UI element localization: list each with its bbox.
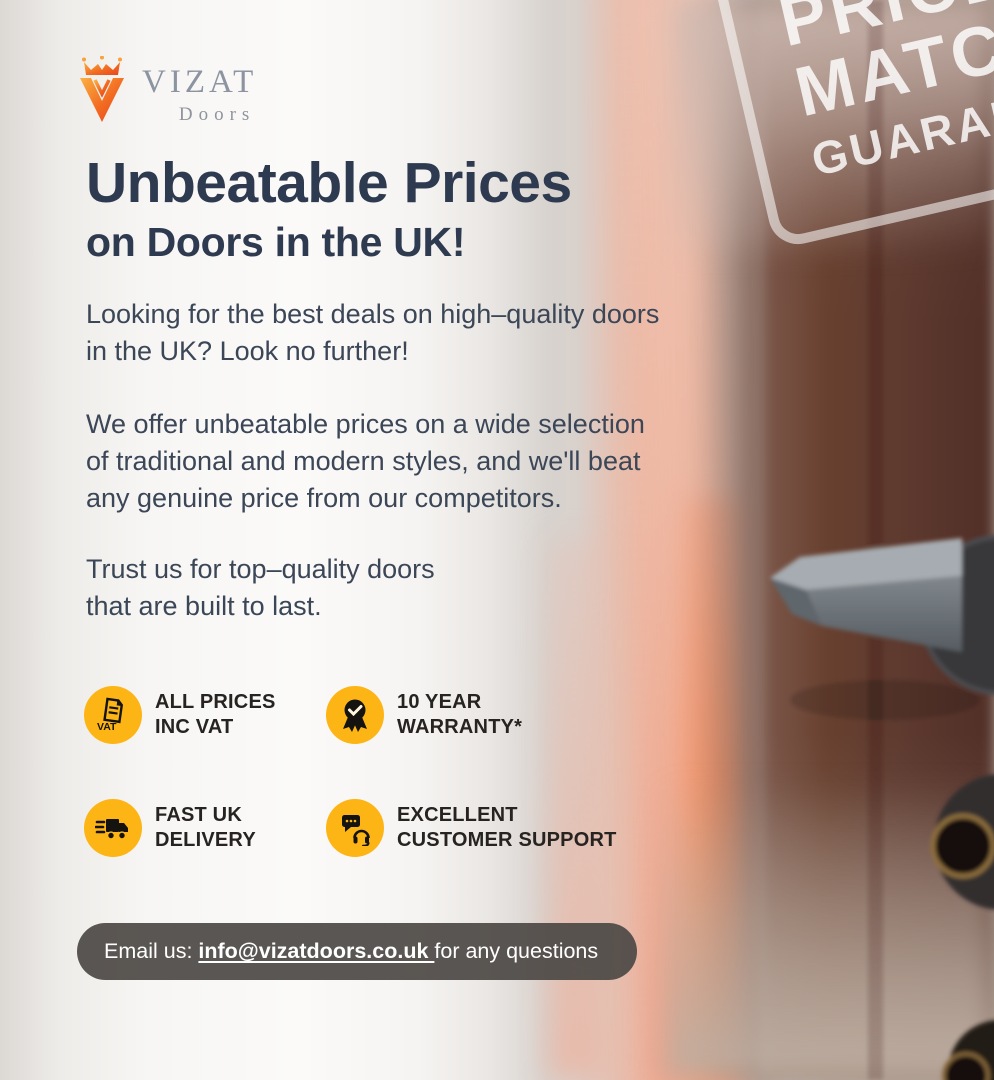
feature-badge <box>326 686 384 744</box>
lock-cylinder <box>930 813 994 879</box>
feature-10-year-warranty: 10 YEAR WARRANTY* <box>326 686 522 744</box>
vizat-crown-v-logo-icon <box>80 56 124 122</box>
paragraph-intro: Looking for the best deals on high–quali… <box>86 299 660 366</box>
contact-suffix: for any questions <box>434 939 599 963</box>
feature-label: FAST UK DELIVERY <box>155 804 256 851</box>
headline-line2: on Doors in the UK! <box>86 219 466 265</box>
feature-label: EXCELLENT CUSTOMER SUPPORT <box>397 804 617 851</box>
feature-label: 10 YEAR WARRANTY* <box>397 691 523 738</box>
logo-text: VIZAT Doors <box>142 64 257 126</box>
handle-lever-top <box>770 538 962 590</box>
door-top-highlight <box>674 0 994 250</box>
feature-badge: VAT <box>84 686 142 744</box>
logo-brand-name: VIZAT <box>142 64 258 100</box>
feature-badge <box>326 799 384 857</box>
background-pink-stripe-left <box>548 540 600 1080</box>
contact-bar: Email us: info@vizatdoors.co.uk for any … <box>77 923 637 980</box>
headline-line1: Unbeatable Prices <box>86 151 572 215</box>
contact-email-link[interactable]: info@vizatdoors.co.uk <box>198 939 435 963</box>
paragraph-trust: Trust us for top–quality doors that are … <box>86 554 435 621</box>
headline: Unbeatable Prices on Doors in the UK! <box>86 152 572 266</box>
feature-all-prices-inc-vat: VAT ALL PRICES INC VAT <box>84 686 276 744</box>
feature-fast-uk-delivery: FAST UK DELIVERY <box>84 799 256 857</box>
warranty-medal-icon <box>343 699 367 732</box>
feature-badge <box>84 799 142 857</box>
delivery-truck-icon <box>95 819 128 840</box>
vizat-logo: VIZAT Doors <box>72 56 257 126</box>
vat-icon-text: VAT <box>97 721 117 733</box>
handle-lever-tip <box>770 578 822 626</box>
customer-support-headset-icon <box>342 815 370 846</box>
handle-lever-front <box>806 576 962 652</box>
logo-brand-subtitle: Doors <box>178 104 256 125</box>
contact-prefix: Email us: <box>104 939 199 963</box>
vat-invoice-icon: VAT <box>97 697 124 733</box>
feature-excellent-customer-support: EXCELLENT CUSTOMER SUPPORT <box>326 799 617 857</box>
paragraph-offer: We offer unbeatable prices on a wide sel… <box>86 409 645 513</box>
feature-label: ALL PRICES INC VAT <box>155 691 276 738</box>
